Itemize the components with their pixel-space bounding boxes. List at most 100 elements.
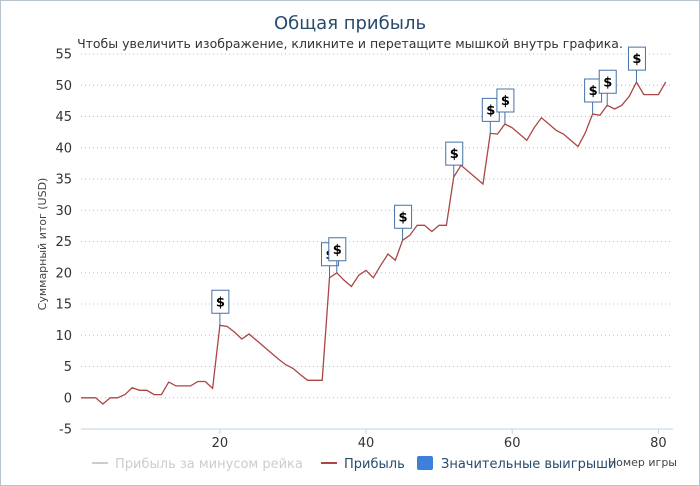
- y-tick-label: 50: [55, 79, 72, 94]
- data-point[interactable]: [444, 223, 449, 228]
- data-point[interactable]: [656, 92, 661, 97]
- data-point[interactable]: [524, 138, 529, 143]
- data-point[interactable]: [466, 169, 471, 174]
- big-win-flag[interactable]: $: [328, 237, 347, 273]
- flag-label: $: [486, 103, 495, 118]
- data-point[interactable]: [269, 350, 274, 355]
- y-tick-label: 25: [55, 235, 72, 250]
- data-point[interactable]: [575, 144, 580, 149]
- data-point[interactable]: [385, 252, 390, 257]
- big-win-flag[interactable]: $: [445, 141, 464, 178]
- x-axis-title: Номер игры: [608, 456, 677, 469]
- y-axis-tick-labels: -5 0 5 10 15 20 25 30 35 40 45 50 55: [55, 48, 72, 438]
- y-tick-label: 30: [55, 204, 72, 219]
- data-point[interactable]: [115, 395, 120, 400]
- big-win-flag[interactable]: $: [627, 46, 646, 83]
- data-point[interactable]: [108, 395, 113, 400]
- data-point[interactable]: [225, 324, 230, 329]
- data-point[interactable]: [517, 132, 522, 137]
- legend-item-big-wins[interactable]: Значительные выигрыши: [417, 456, 616, 472]
- data-point[interactable]: [378, 263, 383, 268]
- data-point[interactable]: [342, 278, 347, 283]
- data-point[interactable]: [159, 392, 164, 397]
- big-win-flag[interactable]: $: [394, 204, 413, 241]
- series-line-profit: [81, 80, 667, 405]
- data-point[interactable]: [239, 337, 244, 342]
- data-point[interactable]: [619, 103, 624, 108]
- data-point[interactable]: [312, 378, 317, 383]
- data-point[interactable]: [144, 388, 149, 393]
- data-point[interactable]: [561, 132, 566, 137]
- data-point[interactable]: [393, 258, 398, 263]
- legend-swatch-big-wins: [417, 456, 433, 470]
- data-point[interactable]: [166, 380, 171, 385]
- data-point[interactable]: [210, 386, 215, 391]
- data-point[interactable]: [195, 379, 200, 384]
- data-point[interactable]: [532, 125, 537, 130]
- data-point[interactable]: [422, 223, 427, 228]
- big-win-flag[interactable]: $: [496, 88, 515, 124]
- data-point[interactable]: [480, 182, 485, 187]
- data-point[interactable]: [305, 378, 310, 383]
- data-point[interactable]: [86, 395, 91, 400]
- data-point[interactable]: [290, 366, 295, 371]
- big-win-flag[interactable]: $: [598, 69, 617, 106]
- data-point[interactable]: [663, 80, 668, 85]
- data-point[interactable]: [415, 223, 420, 228]
- data-point[interactable]: [93, 395, 98, 400]
- big-win-flag[interactable]: $: [584, 78, 603, 114]
- data-point[interactable]: [554, 128, 559, 133]
- data-point[interactable]: [371, 275, 376, 280]
- data-point[interactable]: [79, 395, 84, 400]
- data-point[interactable]: [641, 92, 646, 97]
- data-point[interactable]: [247, 332, 252, 337]
- data-point[interactable]: [320, 378, 325, 383]
- data-point[interactable]: [612, 107, 617, 112]
- data-point[interactable]: [130, 385, 135, 390]
- y-tick-label: 10: [55, 329, 72, 344]
- data-point[interactable]: [597, 113, 602, 118]
- data-point[interactable]: [152, 392, 157, 397]
- data-point[interactable]: [298, 372, 303, 377]
- y-tick-label: 15: [55, 298, 72, 313]
- data-point[interactable]: [188, 383, 193, 388]
- y-axis-title: Суммарный итог (USD): [36, 178, 49, 311]
- flag-label: $: [632, 52, 641, 67]
- data-point[interactable]: [473, 175, 478, 180]
- data-point[interactable]: [261, 344, 266, 349]
- data-point[interactable]: [100, 402, 105, 407]
- data-point[interactable]: [364, 268, 369, 273]
- data-point[interactable]: [627, 94, 632, 99]
- data-point[interactable]: [181, 383, 186, 388]
- big-win-flag[interactable]: $: [481, 97, 500, 134]
- x-tick-label: 80: [650, 436, 667, 451]
- data-point[interactable]: [568, 138, 573, 143]
- data-point[interactable]: [232, 330, 237, 335]
- data-point[interactable]: [356, 273, 361, 278]
- big-win-flag[interactable]: $: [211, 289, 230, 326]
- data-point[interactable]: [429, 229, 434, 234]
- data-point[interactable]: [203, 379, 208, 384]
- data-point[interactable]: [407, 233, 412, 238]
- data-point[interactable]: [546, 122, 551, 127]
- data-point[interactable]: [437, 223, 442, 228]
- data-point[interactable]: [254, 338, 259, 343]
- data-point[interactable]: [174, 383, 179, 388]
- data-point[interactable]: [283, 362, 288, 367]
- data-point[interactable]: [349, 284, 354, 289]
- data-point[interactable]: [510, 125, 515, 130]
- data-point[interactable]: [495, 132, 500, 137]
- legend-item-profit[interactable]: Прибыль: [321, 457, 405, 472]
- flag-label: $: [333, 243, 342, 258]
- data-point[interactable]: [583, 130, 588, 135]
- data-points: [79, 80, 669, 407]
- data-point[interactable]: [137, 388, 142, 393]
- data-point[interactable]: [649, 92, 654, 97]
- data-point[interactable]: [539, 115, 544, 120]
- data-point[interactable]: [276, 357, 281, 362]
- data-point[interactable]: [122, 392, 127, 397]
- legend-item-net-profit[interactable]: Прибыль за минусом рейка: [92, 457, 303, 472]
- y-tick-label: 0: [64, 391, 72, 406]
